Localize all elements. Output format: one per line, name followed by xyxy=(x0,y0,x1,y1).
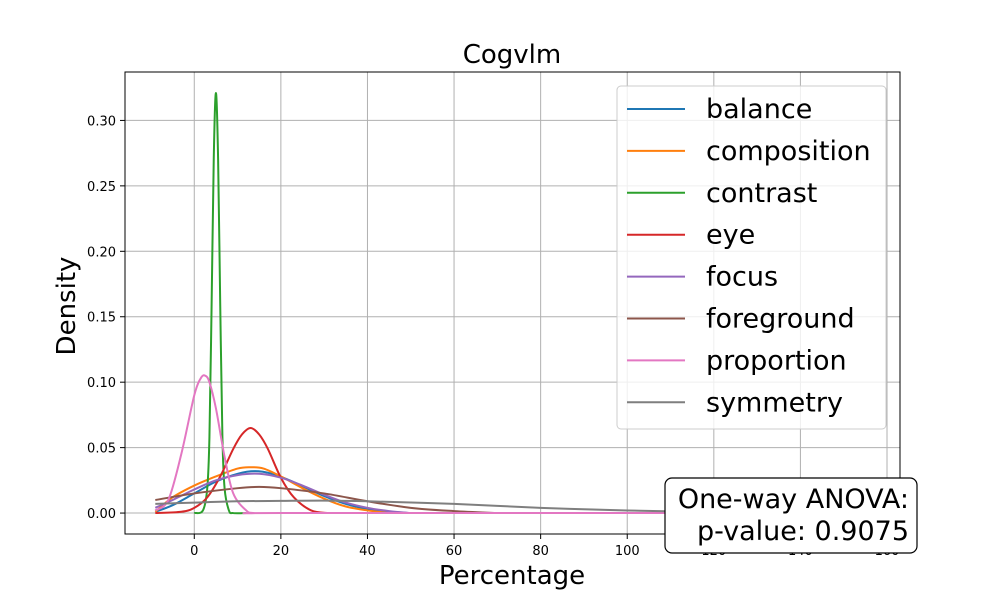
legend-entries: balance composition contrast eye focus foregr… xyxy=(627,94,871,418)
series-line-symmetry xyxy=(155,499,693,513)
series-line-eye xyxy=(155,426,329,515)
anova-p-value: p-value: 0.9075 xyxy=(697,516,909,547)
legend-item-proportion: proportion xyxy=(627,345,847,376)
y-tick-label: 0.05 xyxy=(87,442,116,457)
legend-item-eye: eye xyxy=(627,220,755,251)
x-axis-label: Percentage xyxy=(439,561,585,591)
x-tick-label: 40 xyxy=(359,544,376,559)
series-line-composition xyxy=(154,466,390,515)
legend-item-focus: focus xyxy=(627,262,778,293)
y-tick-label: 0.25 xyxy=(87,180,116,195)
y-axis-label: Density xyxy=(52,257,82,356)
legend-item-symmetry: symmetry xyxy=(627,387,843,418)
series-line-foreground xyxy=(155,485,498,515)
series-lines xyxy=(154,91,693,515)
legend-item-foreground: foreground xyxy=(627,304,855,335)
legend-label: focus xyxy=(706,262,778,293)
legend-label: foreground xyxy=(706,304,855,335)
anova-title: One-way ANOVA: xyxy=(678,484,909,515)
legend-label: composition xyxy=(706,136,871,167)
chart-title: Cogvlm xyxy=(463,40,562,70)
y-tick-label: 0.20 xyxy=(87,245,116,260)
x-tick-label: 60 xyxy=(446,544,463,559)
legend-label: symmetry xyxy=(706,387,843,418)
x-tick-label: 20 xyxy=(273,544,290,559)
anova-annotation: One-way ANOVA: p-value: 0.9075 xyxy=(664,477,918,554)
x-tick-label: 80 xyxy=(532,544,549,559)
plot-frame xyxy=(124,71,901,535)
legend: balance composition contrast eye focus foregr… xyxy=(616,85,887,430)
anova-box xyxy=(664,477,918,554)
legend-label: eye xyxy=(706,220,755,251)
x-tick-label: 0 xyxy=(190,544,198,559)
y-axis-ticks: 0.00 0.05 0.10 0.15 0.20 0.25 0.30 xyxy=(87,114,125,522)
legend-item-balance: balance xyxy=(627,94,812,125)
y-tick-label: 0.15 xyxy=(87,311,116,326)
legend-label: contrast xyxy=(706,178,817,209)
legend-item-contrast: contrast xyxy=(627,178,817,209)
legend-box xyxy=(616,85,887,430)
series-line-proportion xyxy=(154,374,671,515)
y-tick-label: 0.10 xyxy=(87,376,116,391)
x-tick-label: 100 xyxy=(615,544,640,559)
y-tick-label: 0.30 xyxy=(87,114,116,129)
legend-item-composition: composition xyxy=(627,136,871,167)
legend-label: balance xyxy=(706,94,812,125)
y-tick-label: 0.00 xyxy=(87,507,116,522)
legend-label: proportion xyxy=(706,345,847,376)
series-line-focus xyxy=(154,472,411,515)
